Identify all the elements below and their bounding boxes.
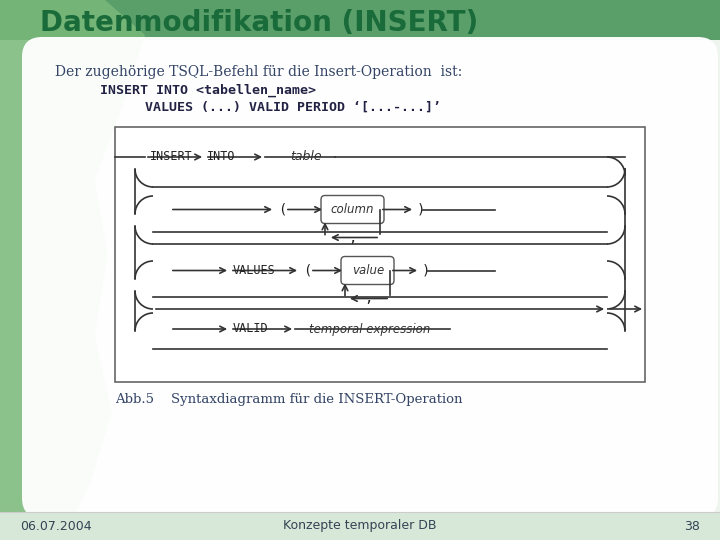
Text: Datenmodifikation (INSERT): Datenmodifikation (INSERT)	[40, 9, 478, 37]
Text: Konzepte temporaler DB: Konzepte temporaler DB	[283, 519, 437, 532]
FancyBboxPatch shape	[22, 37, 718, 518]
Text: INSERT INTO <tabellen_name>: INSERT INTO <tabellen_name>	[100, 83, 316, 97]
Text: column: column	[330, 203, 374, 216]
Bar	[115, 127, 645, 382]
Text: INSERT: INSERT	[150, 151, 193, 164]
Bar	[0, 0, 720, 40]
Text: INTO: INTO	[207, 151, 235, 164]
Text: ,: ,	[364, 292, 372, 306]
Text: VALUES: VALUES	[233, 264, 276, 277]
Text: table: table	[290, 151, 322, 164]
Text: ,: ,	[348, 231, 356, 245]
Text: VALUES (...) VALID PERIOD ‘[...-...]’: VALUES (...) VALID PERIOD ‘[...-...]’	[145, 100, 441, 113]
Polygon shape	[0, 0, 145, 540]
Text: temporal expression: temporal expression	[310, 322, 431, 335]
Text: (: (	[303, 264, 311, 278]
Text: Abb.5    Syntaxdiagramm für die INSERT-Operation: Abb.5 Syntaxdiagramm für die INSERT-Oper…	[115, 394, 462, 407]
Text: Der zugehörige TSQL-Befehl für die Insert-Operation  ist:: Der zugehörige TSQL-Befehl für die Inser…	[55, 65, 462, 79]
FancyBboxPatch shape	[321, 195, 384, 224]
Text: (: (	[278, 202, 287, 217]
Bar	[0, 512, 720, 540]
Text: VALID: VALID	[233, 322, 269, 335]
Text: 38: 38	[684, 519, 700, 532]
Text: ): )	[417, 202, 426, 217]
Text: 06.07.2004: 06.07.2004	[20, 519, 91, 532]
FancyBboxPatch shape	[341, 256, 394, 285]
Text: value: value	[352, 264, 384, 277]
Text: ): )	[422, 264, 431, 278]
